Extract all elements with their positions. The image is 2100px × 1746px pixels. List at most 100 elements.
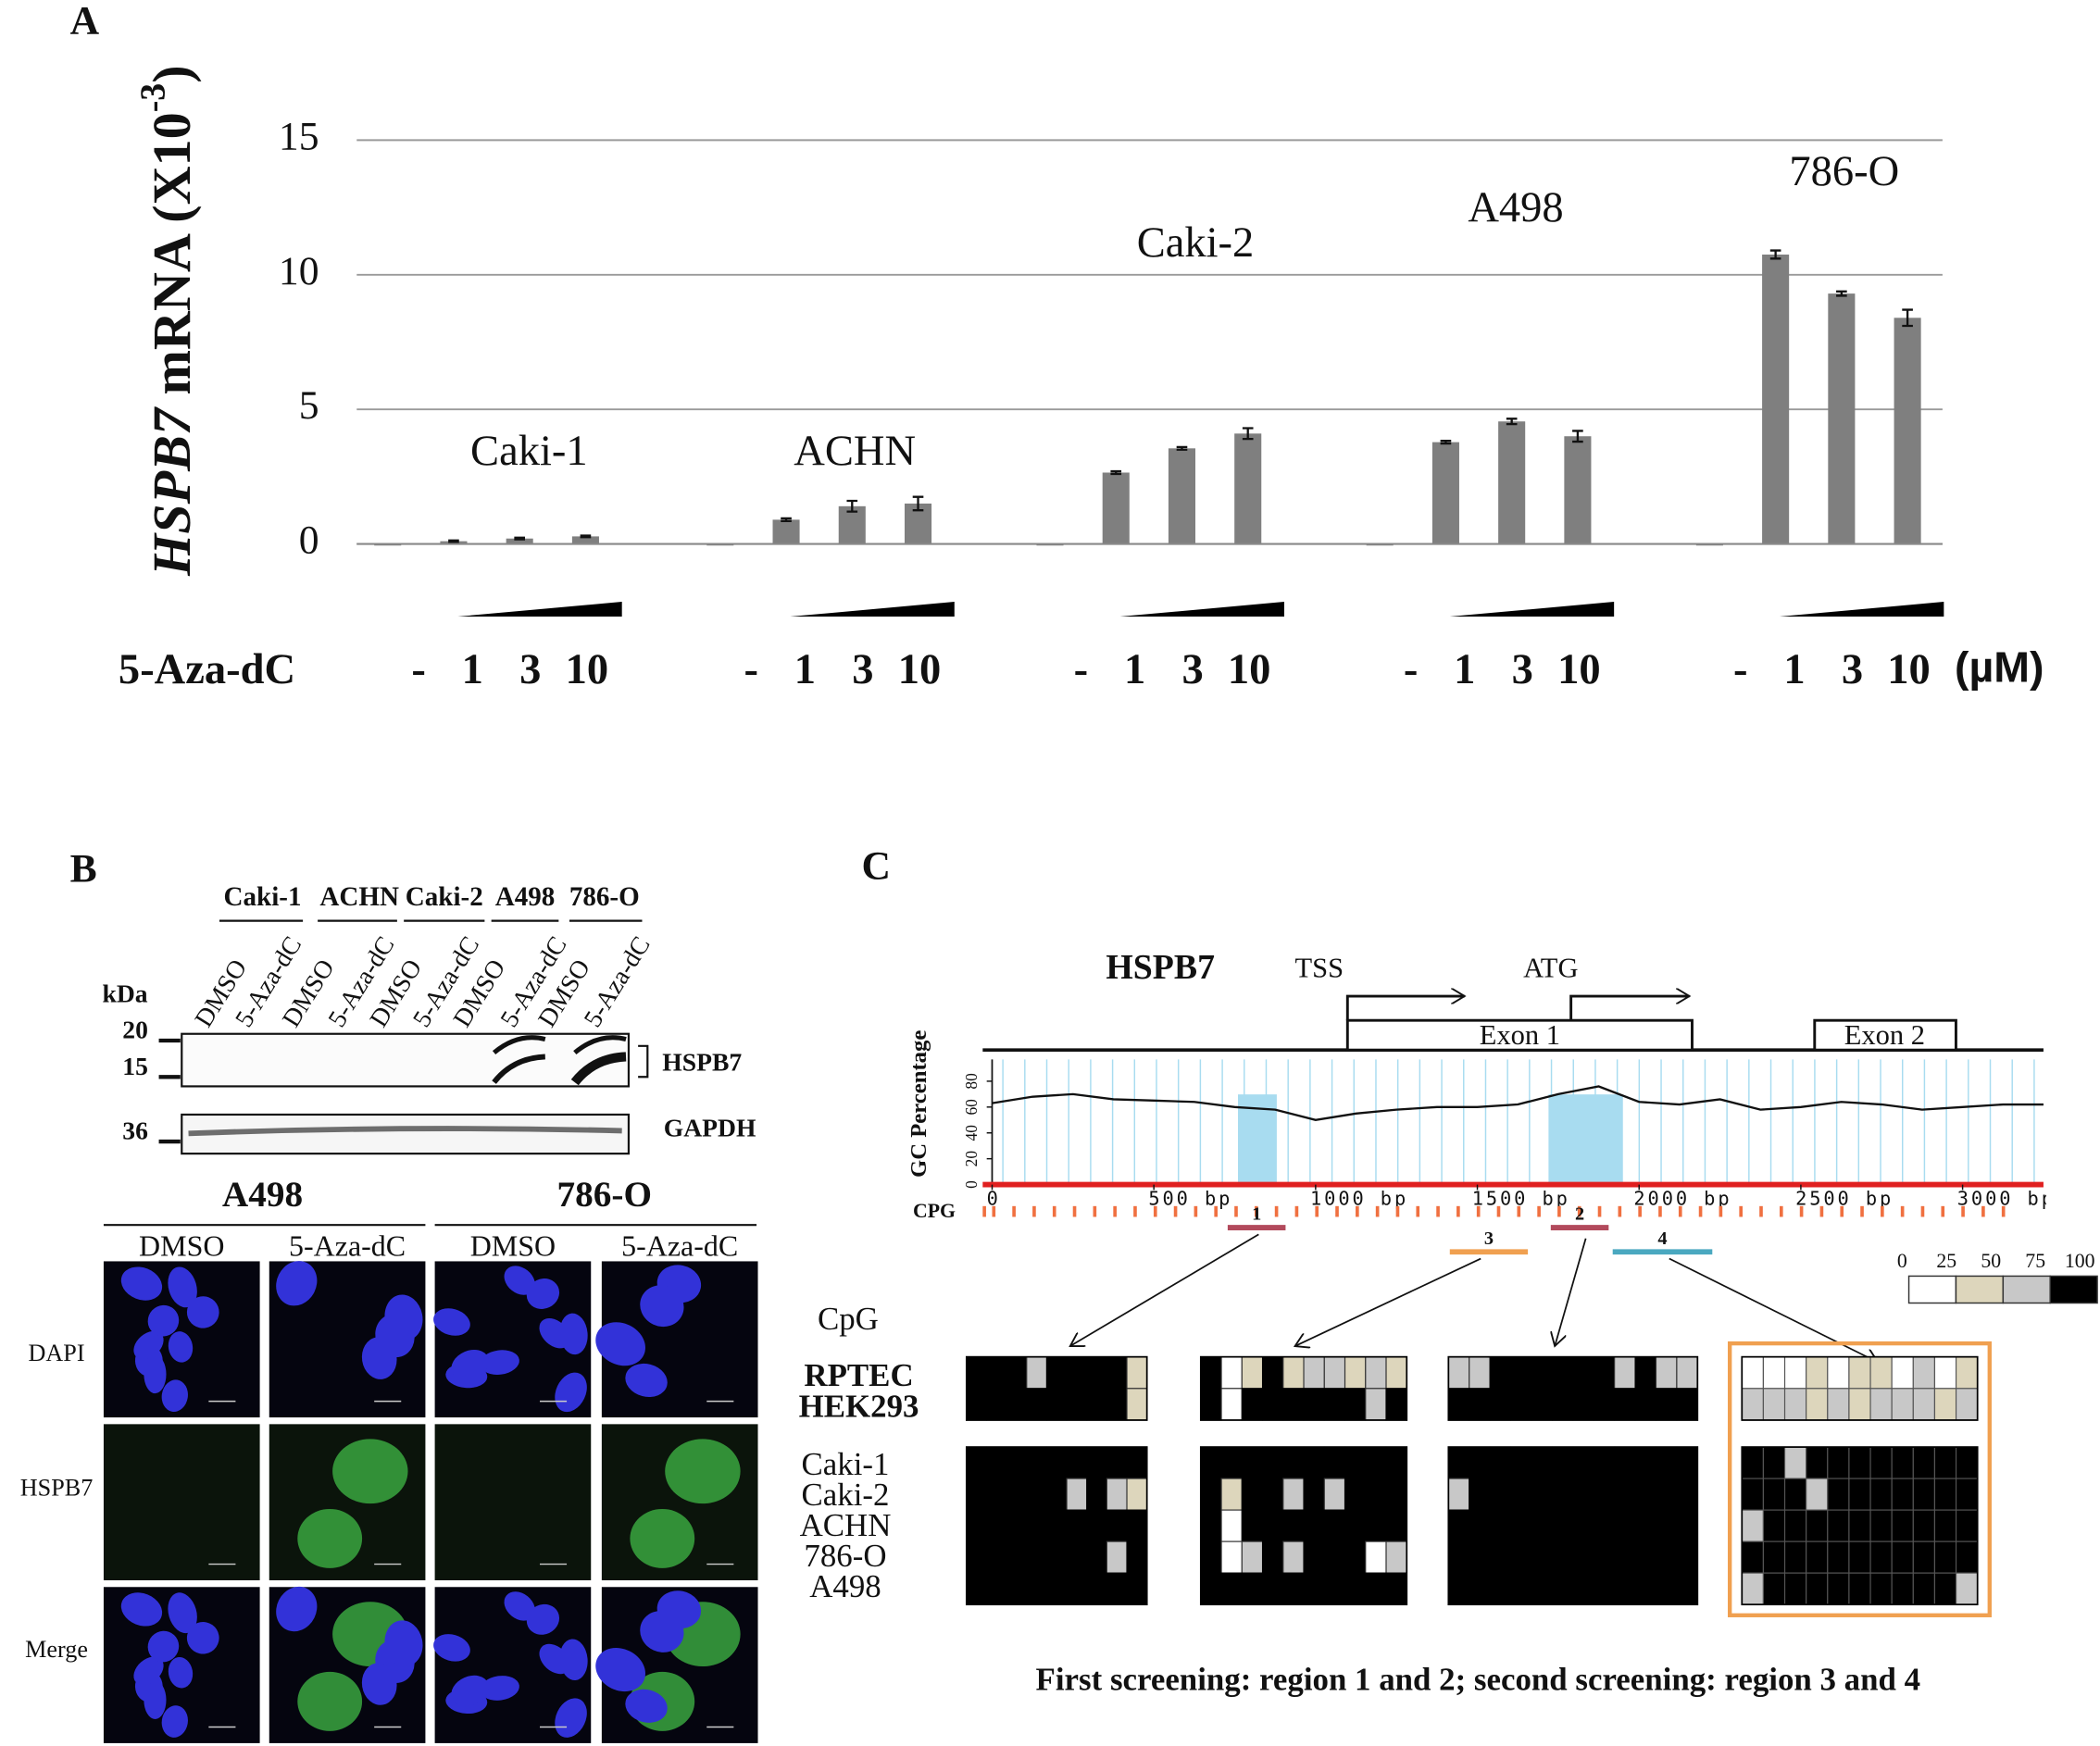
treatment-header: DMSO: [139, 1230, 224, 1263]
methylation-cell: [1106, 1509, 1128, 1542]
dose-label: 1: [462, 646, 483, 693]
cell-line-header: 786-O: [557, 1175, 652, 1215]
methylation-cell: [1634, 1540, 1657, 1574]
methylation-cell: [1655, 1572, 1678, 1605]
cpg-site: [1052, 1205, 1056, 1217]
dose-label: 3: [1181, 646, 1203, 693]
methylation-cell: [1869, 1478, 1893, 1511]
methylation-cell: [1783, 1572, 1807, 1605]
gc-x-ticks: 0 500 bp 1000 bp 1500 bp 2000 bp 2500 bp 3000 …: [987, 1184, 2046, 1210]
methylation-cell: [1489, 1478, 1512, 1511]
methylation-cell: [1447, 1509, 1470, 1542]
methylation-cell: [1469, 1478, 1491, 1511]
methylation-cell: [1045, 1478, 1068, 1511]
methylation-cell: [1241, 1356, 1264, 1390]
methylation-cell: [1762, 1478, 1786, 1511]
methylation-cell: [1282, 1478, 1305, 1511]
y-tick-label: 10: [279, 249, 319, 293]
dose-label: 1: [1783, 646, 1805, 693]
cpg-site: [1113, 1205, 1117, 1217]
cell-line-header: Caki-2: [406, 882, 483, 912]
cpg-site: [1739, 1205, 1744, 1217]
methylation-cell: [1106, 1540, 1128, 1574]
dose-label: -: [1074, 646, 1089, 693]
methylation-cell: [1045, 1509, 1068, 1542]
cpg-site: [1557, 1205, 1561, 1217]
methylation-cell: [1806, 1356, 1829, 1390]
atg-label: ATG: [1523, 952, 1578, 983]
methylation-cell: [1933, 1509, 1957, 1542]
methylation-cell: [1614, 1540, 1636, 1574]
methylation-cell: [1783, 1356, 1807, 1390]
methylation-cell: [1106, 1446, 1128, 1479]
methylation-cell: [1806, 1509, 1829, 1542]
x-tick-label: 2500 bp: [1795, 1188, 1894, 1210]
methylation-cell: [1006, 1540, 1028, 1574]
cpg-site: [1799, 1205, 1804, 1217]
methylation-cell: [1200, 1478, 1222, 1511]
nucleus: [168, 1266, 197, 1308]
methylation-cell: [1045, 1356, 1068, 1390]
methylation-cell: [1783, 1540, 1807, 1574]
nucleus: [640, 1285, 684, 1328]
region-arrow: [1070, 1233, 1259, 1346]
methylation-cell: [1344, 1572, 1367, 1605]
methylation-cell: [1531, 1572, 1553, 1605]
methylation-cell: [1891, 1540, 1914, 1574]
methylation-cell: [1762, 1388, 1786, 1421]
methylation-cell: [1912, 1540, 1936, 1574]
methylation-cell: [1741, 1446, 1764, 1479]
methylation-cell: [1676, 1572, 1698, 1605]
cpg-site: [1496, 1205, 1501, 1217]
methylation-cell: [1447, 1446, 1470, 1479]
nucleus: [147, 1630, 180, 1663]
methylation-cell: [1282, 1509, 1305, 1542]
unit-label: (µM): [1955, 642, 2044, 691]
cpg-site: [1416, 1205, 1420, 1217]
cpg-island: [1548, 1094, 1623, 1185]
methylation-cell: [1955, 1356, 1979, 1390]
block-border: [1741, 1355, 1979, 1421]
methylation-cell: [1026, 1540, 1048, 1574]
channel-label: HSPB7: [20, 1475, 94, 1502]
methylation-cell: [1385, 1478, 1407, 1511]
methylation-cell: [1634, 1388, 1657, 1421]
methylation-cell: [1955, 1509, 1979, 1542]
methylation-cell: [1086, 1572, 1107, 1605]
band: [570, 1052, 627, 1086]
methylation-cell: [1848, 1388, 1871, 1421]
cpg-site: [1032, 1205, 1036, 1217]
error-bar: [781, 517, 792, 522]
legend-swatch: [1907, 1275, 1957, 1304]
methylation-cell: [1447, 1540, 1470, 1574]
dose-label: 10: [1887, 646, 1931, 693]
y-tick-label: 15: [279, 114, 319, 158]
methylation-cell: [1827, 1478, 1850, 1511]
methylation-cell: [966, 1446, 988, 1479]
methylation-cell: [1741, 1356, 1764, 1390]
methylation-cell: [1531, 1540, 1553, 1574]
cell-line-header: Caki-1: [224, 882, 302, 912]
methylation-cell: [1551, 1356, 1574, 1390]
methylation-cell: [1006, 1572, 1028, 1605]
cpg-site: [1658, 1205, 1662, 1217]
block-border: [1199, 1446, 1408, 1606]
methylation-cell: [1634, 1478, 1657, 1511]
methylation-cell: [1509, 1509, 1532, 1542]
bar: [1431, 442, 1459, 544]
methylation-cell: [1827, 1388, 1850, 1421]
cpg-site: [1618, 1205, 1622, 1217]
gene-name: HSPB7: [1106, 948, 1215, 987]
nucleus: [186, 1622, 219, 1654]
block-border: [965, 1355, 1148, 1421]
methylation-cell: [1783, 1509, 1807, 1542]
nucleus: [433, 1634, 470, 1662]
methylation-cell: [1066, 1509, 1088, 1542]
region-arrow: [1555, 1238, 1587, 1346]
y-label-exponent: -3: [133, 83, 172, 113]
dose-label: 3: [852, 646, 873, 693]
methylation-cell: [1469, 1509, 1491, 1542]
cpg-site: [1476, 1205, 1481, 1217]
methylation-cell: [1933, 1446, 1957, 1479]
